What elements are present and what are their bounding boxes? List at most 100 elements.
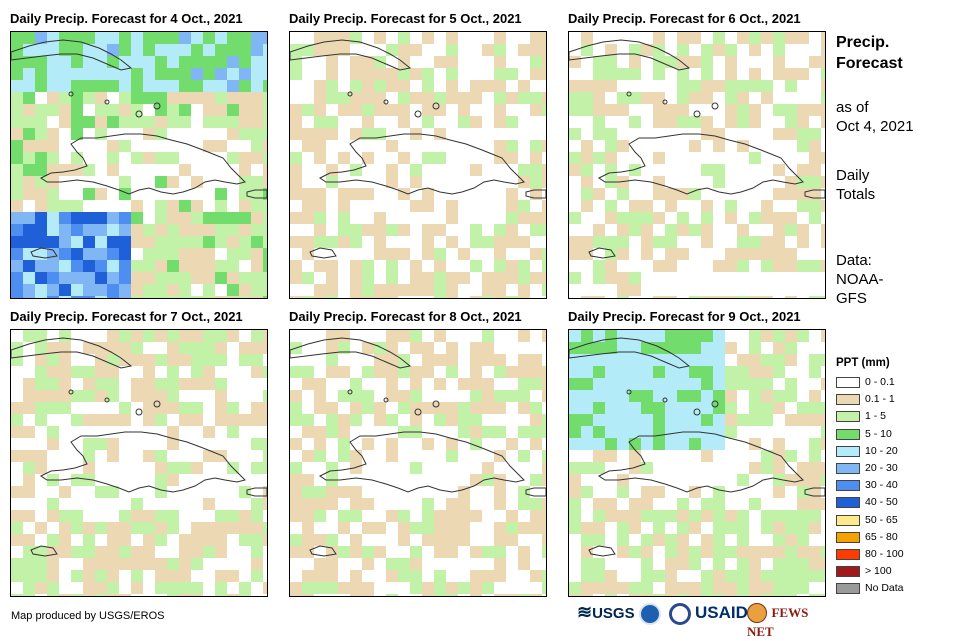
precip-cell xyxy=(797,140,809,152)
precip-cell xyxy=(689,92,701,104)
precip-cell xyxy=(47,32,59,44)
precip-cell xyxy=(35,474,47,486)
puerto-rico-outline xyxy=(246,487,267,497)
precip-cell xyxy=(215,414,227,426)
precip-cell xyxy=(494,140,506,152)
precip-cell xyxy=(251,200,263,212)
precip-cell xyxy=(581,450,593,462)
noaa-logo-icon xyxy=(639,603,661,625)
precip-cell xyxy=(143,558,155,570)
precip-cell xyxy=(797,366,809,378)
precip-cell xyxy=(629,104,641,116)
precip-cell xyxy=(749,462,761,474)
precip-cell xyxy=(398,342,410,354)
precip-cell xyxy=(809,546,821,558)
precip-cell xyxy=(737,450,749,462)
precip-cell xyxy=(119,224,131,236)
precip-cell xyxy=(482,212,494,224)
precip-cell xyxy=(167,152,179,164)
precip-cell xyxy=(494,438,506,450)
precip-cell xyxy=(83,510,95,522)
precip-cell xyxy=(593,366,605,378)
precip-cell xyxy=(422,510,434,522)
precip-cell xyxy=(470,56,482,68)
precip-cell xyxy=(617,164,629,176)
precip-cell xyxy=(71,582,83,594)
precip-cell xyxy=(263,104,267,116)
precip-cell xyxy=(326,80,338,92)
precip-cell xyxy=(119,534,131,546)
precip-cell xyxy=(59,342,71,354)
precip-cell xyxy=(263,402,267,414)
precip-cell xyxy=(398,402,410,414)
precip-cell xyxy=(434,296,446,298)
precip-cell xyxy=(737,498,749,510)
precip-cell xyxy=(653,248,665,260)
usgs-logo: ≋USGS xyxy=(577,602,635,623)
precip-cell xyxy=(71,438,83,450)
precip-cell xyxy=(290,462,302,474)
precip-cell xyxy=(290,546,302,558)
precip-cell xyxy=(338,116,350,128)
precip-cell xyxy=(530,522,542,534)
precip-cell xyxy=(470,426,482,438)
precip-cell xyxy=(434,438,446,450)
precip-cell xyxy=(23,330,35,342)
precip-cell xyxy=(71,188,83,200)
precip-cell xyxy=(302,474,314,486)
precip-cell xyxy=(167,570,179,582)
side-data-source: Data: NOAA- GFS xyxy=(836,251,884,308)
precip-cell xyxy=(179,236,191,248)
precip-cell xyxy=(593,284,605,296)
precip-cell xyxy=(605,342,617,354)
precip-cell xyxy=(131,534,143,546)
legend-label: 50 - 65 xyxy=(865,513,898,526)
precip-cell xyxy=(410,474,422,486)
precip-cell xyxy=(542,140,546,152)
precip-cell xyxy=(191,200,203,212)
precip-cell xyxy=(251,342,263,354)
precip-cell xyxy=(506,260,518,272)
precip-cell xyxy=(47,486,59,498)
precip-cell xyxy=(701,188,713,200)
precip-cell xyxy=(605,116,617,128)
precip-cell xyxy=(677,546,689,558)
precip-cell xyxy=(569,474,581,486)
precip-cell xyxy=(83,426,95,438)
precip-cell xyxy=(470,474,482,486)
precip-cell xyxy=(422,140,434,152)
precip-cell xyxy=(470,378,482,390)
precip-cell xyxy=(542,450,546,462)
precip-cell xyxy=(713,224,725,236)
precip-cell xyxy=(422,378,434,390)
precip-cell xyxy=(593,92,605,104)
precip-cell xyxy=(617,224,629,236)
precip-cell xyxy=(506,594,518,596)
precip-cell xyxy=(47,212,59,224)
precip-cell xyxy=(191,366,203,378)
precip-cell xyxy=(446,558,458,570)
precip-cell xyxy=(737,510,749,522)
precip-cell xyxy=(677,68,689,80)
precip-cell xyxy=(35,176,47,188)
precip-cell xyxy=(725,68,737,80)
precip-cell xyxy=(302,116,314,128)
precip-cell xyxy=(569,212,581,224)
precip-cell xyxy=(290,570,302,582)
precip-cell xyxy=(494,414,506,426)
precip-cell xyxy=(809,522,821,534)
precip-cell xyxy=(593,128,605,140)
precip-cell xyxy=(95,32,107,44)
precip-cell xyxy=(749,104,761,116)
precip-cell xyxy=(422,272,434,284)
precip-cell xyxy=(749,426,761,438)
precip-cell xyxy=(95,486,107,498)
precip-cell xyxy=(227,354,239,366)
precip-cell xyxy=(167,164,179,176)
precip-cell xyxy=(506,176,518,188)
precip-cell xyxy=(629,414,641,426)
precip-cell xyxy=(11,80,23,92)
precip-cell xyxy=(797,594,809,596)
precip-cell xyxy=(701,486,713,498)
precip-cell xyxy=(239,390,251,402)
